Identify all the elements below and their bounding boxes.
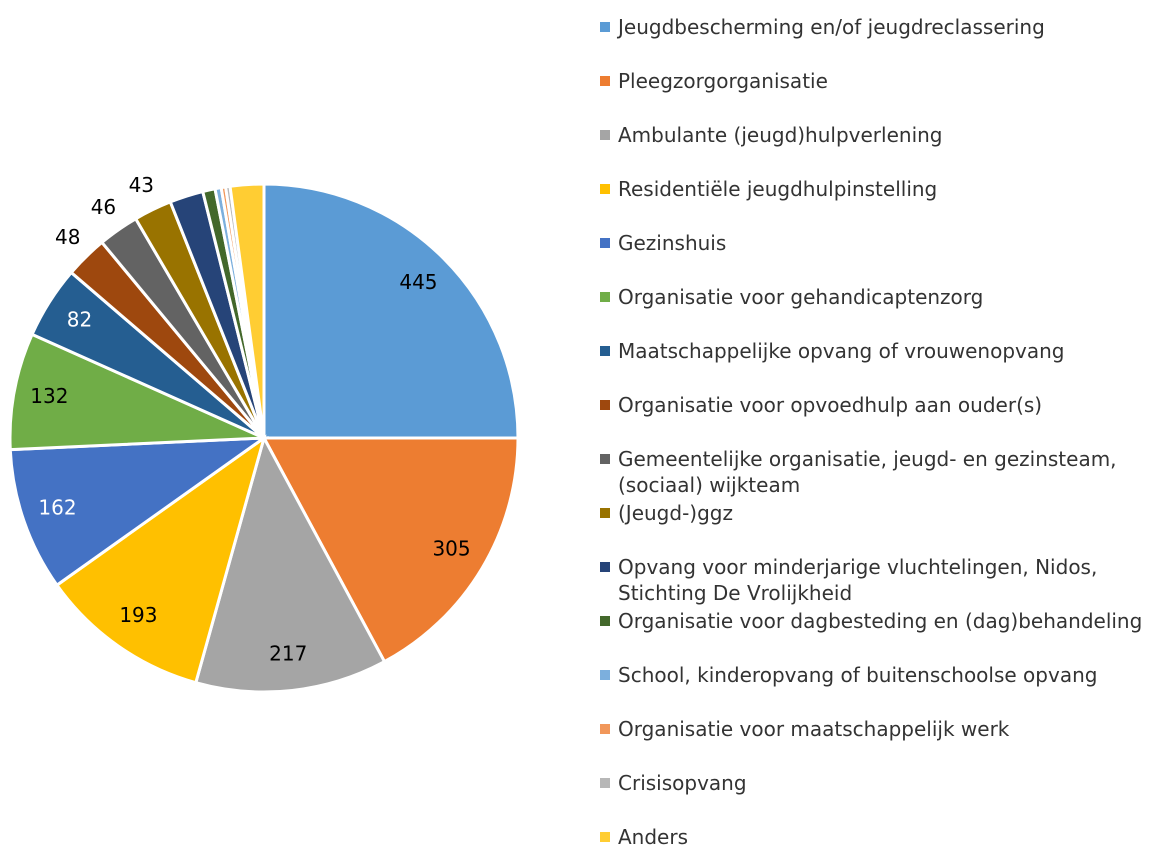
legend-label: Gemeentelijke organisatie, jeugd- en gez… <box>618 447 1117 497</box>
legend-swatch <box>600 562 610 572</box>
legend-swatch <box>600 832 610 842</box>
data-label: 445 <box>399 270 437 294</box>
legend-swatch <box>600 346 610 356</box>
legend-label: Organisatie voor opvoedhulp aan ouder(s) <box>618 393 1043 417</box>
legend-swatch <box>600 454 610 464</box>
legend-swatch <box>600 670 610 680</box>
data-label: 162 <box>38 496 76 520</box>
legend-label: (Jeugd-)ggz <box>618 501 733 525</box>
legend-label: Organisatie voor gehandicaptenzorg <box>618 285 984 309</box>
legend-item: Pleegzorgorganisatie <box>600 68 1158 94</box>
legend-swatch <box>600 400 610 410</box>
legend-swatch <box>600 22 610 32</box>
legend-label: Opvang voor minderjarige vluchtelingen, … <box>618 555 1098 605</box>
legend-item: Maatschappelijke opvang of vrouwenopvang <box>600 338 1158 364</box>
data-label: 305 <box>432 536 470 560</box>
data-label: 217 <box>269 642 307 666</box>
pie-slice <box>261 436 520 664</box>
legend-item: Jeugdbescherming en/of jeugdreclassering <box>600 14 1158 40</box>
legend-item: Gezinshuis <box>600 230 1158 256</box>
legend-swatch <box>600 778 610 788</box>
legend-label: Crisisopvang <box>618 771 747 795</box>
legend-item: (Jeugd-)ggz <box>600 500 1158 526</box>
pie-slice <box>8 332 265 452</box>
pie-slice <box>262 182 520 440</box>
legend-item: Organisatie voor opvoedhulp aan ouder(s) <box>600 392 1158 418</box>
legend-item: School, kinderopvang of buitenschoolse o… <box>600 662 1158 688</box>
legend-label: School, kinderopvang of buitenschoolse o… <box>618 663 1098 687</box>
legend-swatch <box>600 508 610 518</box>
pie-slice <box>193 434 387 694</box>
legend-item: Gemeentelijke organisatie, jeugd- en gez… <box>600 446 1158 498</box>
data-label: 46 <box>91 195 116 219</box>
data-label: 132 <box>30 384 68 408</box>
data-label: 193 <box>119 603 157 627</box>
legend-label: Residentiële jeugdhulpinstelling <box>618 177 938 201</box>
pie-slice <box>8 436 270 588</box>
legend-swatch <box>600 238 610 248</box>
legend-label: Anders <box>618 825 688 849</box>
legend-label: Gezinshuis <box>618 231 727 255</box>
legend-item: Crisisopvang <box>600 770 1158 796</box>
data-label: 48 <box>55 225 80 249</box>
data-label: 43 <box>129 173 154 197</box>
data-label: 82 <box>67 308 92 332</box>
legend-item: Organisatie voor maatschappelijk werk <box>600 716 1158 742</box>
legend-label: Organisatie voor dagbesteding en (dag)be… <box>618 609 1143 633</box>
legend-swatch <box>600 724 610 734</box>
pie-slice <box>228 182 266 439</box>
legend-item: Ambulante (jeugd)hulpverlening <box>600 122 1158 148</box>
legend-swatch <box>600 76 610 86</box>
legend-swatch <box>600 616 610 626</box>
pie-slice <box>54 434 267 685</box>
legend-swatch <box>600 292 610 302</box>
legend-label: Organisatie voor maatschappelijk werk <box>618 717 1010 741</box>
legend-item: Opvang voor minderjarige vluchtelingen, … <box>600 554 1158 606</box>
legend-item: Residentiële jeugdhulpinstelling <box>600 176 1158 202</box>
legend-label: Jeugdbescherming en/of jeugdreclassering <box>618 15 1045 39</box>
legend-item: Anders <box>600 824 1158 850</box>
legend-swatch <box>600 130 610 140</box>
legend-label: Maatschappelijke opvang of vrouwenopvang <box>618 339 1065 363</box>
legend-swatch <box>600 184 610 194</box>
legend-label: Pleegzorgorganisatie <box>618 69 828 93</box>
legend-item: Organisatie voor dagbesteding en (dag)be… <box>600 608 1158 634</box>
legend-label: Ambulante (jeugd)hulpverlening <box>618 123 943 147</box>
legend-item: Organisatie voor gehandicaptenzorg <box>600 284 1158 310</box>
